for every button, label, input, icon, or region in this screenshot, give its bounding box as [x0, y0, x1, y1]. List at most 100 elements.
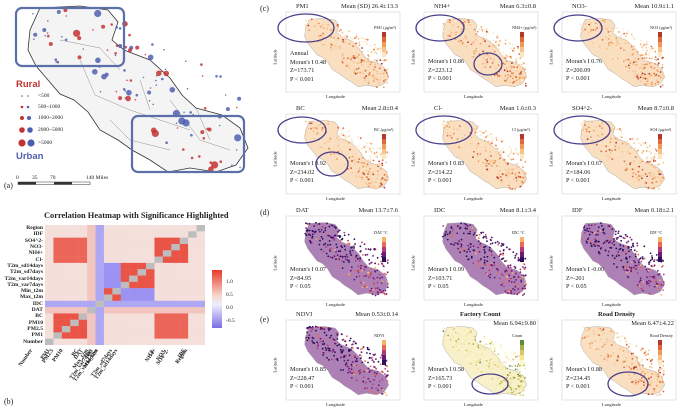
map-dot	[582, 124, 585, 127]
map-dot	[507, 379, 510, 382]
map-dot	[654, 58, 656, 61]
map-dot	[328, 225, 331, 228]
map-dot	[479, 242, 482, 245]
map-dot	[509, 188, 512, 191]
map-dot	[630, 368, 632, 370]
map-dot	[356, 360, 359, 363]
map-dot	[511, 77, 514, 80]
map-dot	[321, 146, 323, 149]
map-dot	[605, 239, 607, 242]
map-dot	[338, 29, 341, 32]
map-dot	[598, 334, 600, 336]
map-dot	[638, 280, 641, 283]
heatmap-cell	[146, 307, 155, 314]
map-dot	[472, 229, 474, 231]
map-dot	[636, 64, 638, 67]
map-dot	[638, 174, 640, 177]
map-dot	[360, 36, 363, 39]
map-dot	[635, 75, 638, 78]
heatmap-cell	[95, 281, 105, 289]
map-dot	[505, 67, 508, 70]
map-dot	[324, 242, 327, 245]
map-dot	[359, 348, 362, 351]
map-dot	[366, 253, 369, 256]
map-dot	[370, 287, 373, 290]
map-dot	[584, 124, 586, 127]
map-dot	[346, 335, 348, 338]
heatmap-cell	[95, 262, 105, 270]
map-dot	[370, 151, 373, 153]
hotspot-ring	[277, 13, 335, 43]
map-dot	[483, 235, 485, 238]
map-unit: BC (μg/m³)	[374, 127, 394, 132]
map-dot	[511, 391, 513, 394]
heatmap-cell	[87, 319, 96, 327]
map-dot	[624, 148, 627, 151]
map-dot	[613, 363, 615, 366]
map-dot	[325, 246, 327, 249]
heatmap-cell	[162, 338, 172, 345]
heatmap-cell	[120, 269, 130, 276]
heatmap-cell	[78, 243, 88, 251]
map-dot	[500, 273, 503, 276]
map-dot	[599, 37, 601, 40]
heatmap-cell	[196, 262, 205, 270]
map-dot	[623, 366, 625, 369]
map-dot	[308, 229, 311, 232]
map-dot	[598, 45, 601, 48]
map-dot	[511, 60, 514, 63]
map-dot	[515, 283, 517, 286]
map-dot	[616, 266, 618, 269]
map-dot	[386, 81, 388, 84]
map-dot	[651, 256, 654, 259]
map-dot	[640, 73, 643, 76]
map-dot	[496, 384, 499, 386]
map-dot	[352, 68, 355, 71]
map-dot	[509, 386, 512, 389]
hotspot-ring	[471, 373, 509, 395]
map-dot	[377, 72, 379, 75]
map-dot	[469, 142, 472, 145]
sample-dot	[92, 29, 94, 31]
map-dot	[341, 52, 344, 55]
map-dot	[495, 41, 497, 43]
map-dot	[630, 238, 633, 241]
map-dot	[365, 165, 368, 168]
map-dot	[351, 246, 354, 248]
map-dot	[382, 59, 385, 62]
map-dot	[343, 355, 346, 358]
heatmap-cell	[196, 288, 205, 295]
sample-dot	[163, 70, 169, 77]
map-dot	[609, 239, 612, 242]
map-dot	[379, 147, 382, 149]
map-dot	[363, 370, 366, 373]
map-dot	[517, 363, 520, 366]
map-dot	[590, 28, 593, 31]
sample-dot	[176, 127, 179, 129]
heatmap-cell	[196, 275, 205, 283]
map-mean: Mean 0.18±2.1	[634, 207, 675, 214]
map-dot	[342, 127, 345, 129]
map-dot	[484, 158, 487, 161]
heatmap-cell	[129, 250, 138, 257]
map-dot	[456, 342, 459, 345]
map-dot	[443, 335, 446, 337]
map-dot	[642, 258, 644, 260]
map-dot	[463, 343, 465, 345]
map-dot	[345, 136, 348, 139]
map-dot	[511, 43, 514, 46]
map-dot	[493, 154, 496, 157]
map-dot	[501, 366, 504, 369]
map-dot	[623, 157, 626, 160]
map-dot	[470, 243, 472, 246]
map-dot	[662, 284, 665, 287]
map-dot	[508, 187, 511, 189]
map-dot	[481, 131, 484, 134]
heatmap-cell	[129, 294, 138, 301]
heatmap-cell	[70, 338, 79, 345]
map-dot	[471, 328, 474, 331]
map-dot	[447, 334, 449, 337]
map-dot	[596, 27, 599, 29]
map-dot	[459, 349, 461, 351]
heatmap-cell	[171, 338, 180, 345]
